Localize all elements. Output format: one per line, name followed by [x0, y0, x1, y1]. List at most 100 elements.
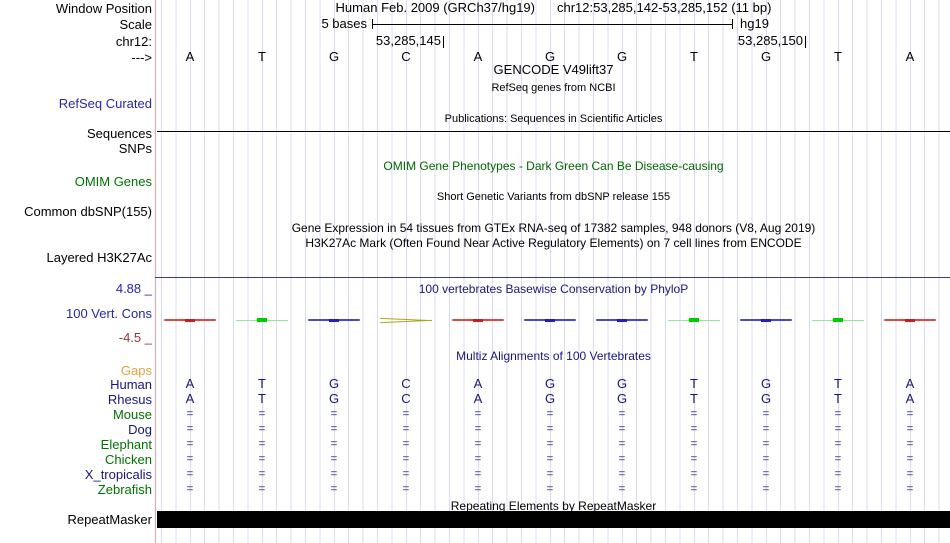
multiz-cell: =	[690, 423, 698, 435]
multiz-cell: =	[906, 423, 914, 435]
window-position-label: Window Position	[55, 1, 152, 16]
multiz-cell: G	[544, 391, 556, 406]
multiz-cell: G	[616, 391, 628, 406]
multiz-cell: =	[618, 453, 626, 465]
multiz-cell: =	[402, 483, 410, 495]
multiz-cell: A	[185, 376, 195, 391]
multiz-cell: =	[834, 438, 842, 450]
sequence-base: T	[258, 49, 266, 64]
multiz-cell: =	[402, 438, 410, 450]
multiz-cell: =	[906, 468, 914, 480]
scale-value: 5 bases	[321, 16, 367, 31]
multiz-cell: =	[330, 408, 338, 420]
conservation-stroke	[164, 316, 216, 324]
repeatmasker-element-bar[interactable]	[157, 511, 950, 528]
track-label-repeatmasker[interactable]: RepeatMasker	[67, 512, 152, 527]
sequence-base: A	[905, 49, 915, 64]
conservation-track-top-line	[155, 277, 950, 278]
multiz-cell: T	[690, 376, 698, 391]
track-label-snps[interactable]: SNPs	[118, 141, 152, 156]
multiz-cell: =	[834, 468, 842, 480]
assembly-short-label: hg19	[740, 16, 769, 31]
multiz-cell: =	[834, 453, 842, 465]
multiz-cell: =	[618, 423, 626, 435]
multiz-species-label[interactable]: Mouse	[112, 407, 152, 422]
multiz-species-label[interactable]: Zebrafish	[97, 482, 152, 497]
track-title-multiz[interactable]: Multiz Alignments of 100 Vertebrates	[456, 349, 651, 363]
multiz-cell: G	[544, 376, 556, 391]
track-title-gencode[interactable]: GENCODE V49lift37	[493, 62, 614, 77]
conservation-stroke	[668, 316, 720, 324]
track-title-gtex[interactable]: Gene Expression in 54 tissues from GTEx …	[291, 221, 816, 235]
multiz-cell: =	[186, 468, 194, 480]
sequence-base: C	[401, 49, 411, 64]
multiz-cell: =	[762, 453, 770, 465]
multiz-cell: =	[402, 468, 410, 480]
track-label-common-dbsnp[interactable]: Common dbSNP(155)	[24, 204, 152, 219]
multiz-cell: =	[906, 438, 914, 450]
coordinate-right-tick	[805, 36, 806, 48]
multiz-cell: =	[402, 423, 410, 435]
scale-label: Scale	[119, 17, 152, 32]
conservation-stroke	[380, 316, 432, 324]
multiz-cell: =	[330, 483, 338, 495]
track-title-repeatmasker[interactable]: Repeating Elements by RepeatMasker	[450, 499, 657, 513]
track-subtitle-dbsnp: Short Genetic Variants from dbSNP releas…	[436, 191, 671, 203]
multiz-cell: =	[906, 408, 914, 420]
multiz-cell: =	[690, 408, 698, 420]
track-label-100-vert-cons[interactable]: 100 Vert. Cons	[66, 306, 152, 321]
multiz-cell: =	[762, 438, 770, 450]
multiz-cell: =	[690, 438, 698, 450]
multiz-species-label[interactable]: Elephant	[100, 437, 152, 452]
coordinate-left: 53,285,145	[375, 33, 441, 48]
multiz-species-label[interactable]: Human	[110, 377, 152, 392]
multiz-species-label[interactable]: Dog	[128, 422, 152, 437]
multiz-cell: G	[616, 376, 628, 391]
multiz-cell: =	[690, 453, 698, 465]
multiz-cell: =	[762, 408, 770, 420]
track-label-layered-h3k27ac[interactable]: Layered H3K27Ac	[46, 250, 152, 265]
conservation-stroke	[308, 316, 360, 324]
conservation-stroke	[236, 316, 288, 324]
multiz-cell: A	[473, 376, 483, 391]
multiz-cell: =	[834, 408, 842, 420]
strand-arrow[interactable]: --->	[131, 50, 152, 65]
track-title-omim[interactable]: OMIM Gene Phenotypes - Dark Green Can Be…	[383, 159, 724, 173]
sequence-base: G	[760, 49, 772, 64]
conservation-min-value: -4.5 _	[118, 330, 152, 345]
multiz-cell: =	[618, 468, 626, 480]
multiz-cell: =	[330, 438, 338, 450]
multiz-cell: A	[185, 391, 195, 406]
multiz-cell: =	[762, 468, 770, 480]
sequence-base: T	[690, 49, 698, 64]
multiz-species-label[interactable]: Rhesus	[107, 392, 152, 407]
multiz-cell: C	[401, 376, 411, 391]
multiz-gaps-label[interactable]: Gaps	[120, 363, 152, 378]
multiz-species-label[interactable]: Chicken	[105, 452, 152, 467]
multiz-cell: =	[546, 408, 554, 420]
conservation-stroke	[452, 316, 504, 324]
multiz-cell: =	[474, 408, 482, 420]
sequence-base: A	[185, 49, 195, 64]
multiz-cell: =	[474, 423, 482, 435]
track-label-sequences[interactable]: Sequences	[86, 126, 152, 141]
track-title-publications[interactable]: Publications: Sequences in Scientific Ar…	[444, 113, 663, 125]
track-label-omim-genes[interactable]: OMIM Genes	[74, 174, 152, 189]
multiz-cell: T	[258, 391, 266, 406]
track-title-h3k27ac[interactable]: H3K27Ac Mark (Often Found Near Active Re…	[305, 236, 802, 250]
multiz-cell: =	[690, 483, 698, 495]
multiz-cell: G	[760, 376, 772, 391]
conservation-stroke	[740, 316, 792, 324]
multiz-cell: A	[905, 376, 915, 391]
track-label-refseq-curated[interactable]: RefSeq Curated	[58, 96, 152, 111]
multiz-cell: T	[834, 391, 842, 406]
multiz-cell: =	[546, 483, 554, 495]
multiz-cell: =	[474, 438, 482, 450]
multiz-cell: =	[762, 483, 770, 495]
base-position-gridlines	[161, 0, 950, 543]
track-title-phylop[interactable]: 100 vertebrates Basewise Conservation by…	[418, 282, 689, 296]
multiz-cell: =	[546, 423, 554, 435]
multiz-cell: =	[834, 423, 842, 435]
sequence-base: G	[616, 49, 628, 64]
multiz-species-label[interactable]: X_tropicalis	[84, 467, 152, 482]
